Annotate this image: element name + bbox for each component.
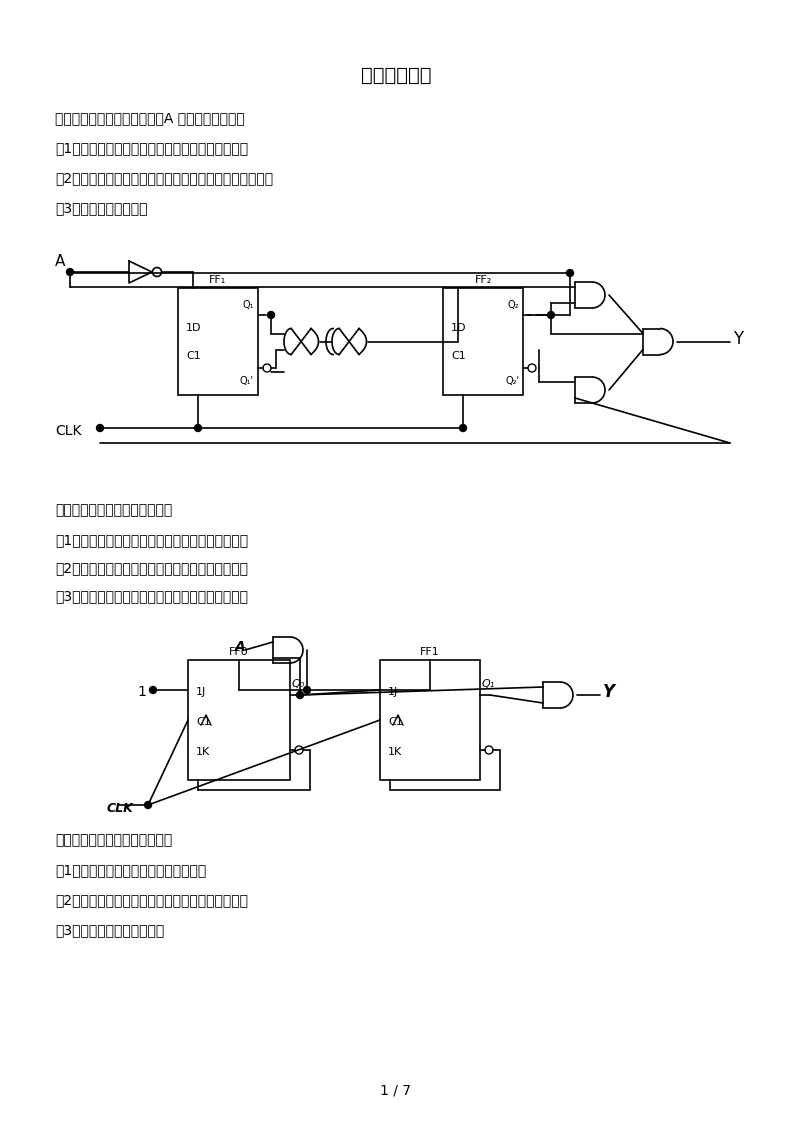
Text: 1: 1 — [137, 686, 146, 699]
Bar — [380, 660, 480, 780]
Text: 1K: 1K — [388, 747, 402, 757]
Circle shape — [566, 269, 573, 276]
Text: （3）检查电路能否自启动，说明电路实现的功能。: （3）检查电路能否自启动，说明电路实现的功能。 — [55, 589, 248, 603]
Text: A: A — [55, 254, 65, 269]
Text: Q₁': Q₁' — [240, 376, 254, 386]
Text: （1）写出电路的驱动方程、状态方程、输出方程；: （1）写出电路的驱动方程、状态方程、输出方程； — [55, 533, 248, 548]
Bar — [443, 288, 523, 395]
Circle shape — [304, 687, 311, 693]
Text: （2）列出电路的状态转换表，并画出状态转换图；: （2）列出电路的状态转换表，并画出状态转换图； — [55, 561, 248, 574]
Text: Q₁: Q₁ — [243, 300, 254, 310]
Text: FF₂: FF₂ — [474, 275, 492, 285]
Text: 1K: 1K — [196, 747, 210, 757]
Text: Q₁: Q₁ — [482, 679, 496, 689]
Text: （3）说明电路的功能。: （3）说明电路的功能。 — [55, 201, 147, 215]
Text: Q₂': Q₂' — [505, 376, 519, 386]
Circle shape — [459, 424, 466, 432]
Circle shape — [97, 424, 104, 432]
Text: 三、分析如图所示的时序电路。: 三、分析如图所示的时序电路。 — [55, 833, 172, 847]
Text: Q₀: Q₀ — [292, 679, 305, 689]
Text: C1: C1 — [186, 350, 201, 360]
Text: Q₂: Q₂ — [508, 300, 519, 310]
Text: 1J: 1J — [196, 687, 206, 697]
Text: C1: C1 — [196, 717, 211, 727]
Text: 1D: 1D — [451, 322, 466, 332]
Text: CLK: CLK — [55, 424, 82, 438]
Text: CLK: CLK — [106, 801, 133, 815]
Text: 1D: 1D — [186, 322, 201, 332]
Text: 时序逻辑电路: 时序逻辑电路 — [361, 65, 431, 84]
Text: 一、分析图所示的时序电路。A 为输入逻辑变量。: 一、分析图所示的时序电路。A 为输入逻辑变量。 — [55, 111, 245, 125]
Bar — [188, 660, 290, 780]
Text: （3）说明电路能否自启动。: （3）说明电路能否自启动。 — [55, 923, 164, 937]
Text: （1）写出电路的驱动方程、状态方程；: （1）写出电路的驱动方程、状态方程； — [55, 863, 206, 877]
Text: （1）写出电路的驱动方程、状态方程、输出方程；: （1）写出电路的驱动方程、状态方程、输出方程； — [55, 141, 248, 155]
Text: 二、分析如图所示的时序电路。: 二、分析如图所示的时序电路。 — [55, 503, 172, 517]
Text: FF0: FF0 — [229, 647, 249, 657]
Text: 1J: 1J — [388, 687, 398, 697]
Circle shape — [297, 691, 304, 699]
Circle shape — [267, 312, 274, 319]
Text: C1: C1 — [451, 350, 465, 360]
Circle shape — [150, 687, 156, 693]
Circle shape — [194, 424, 201, 432]
Text: Y: Y — [733, 330, 743, 348]
Circle shape — [547, 312, 554, 319]
Text: Y: Y — [603, 683, 615, 701]
Circle shape — [144, 801, 151, 809]
Circle shape — [67, 268, 74, 276]
Text: （2）列出电路的状态转换表，并画出状态转换图；: （2）列出电路的状态转换表，并画出状态转换图； — [55, 893, 248, 907]
Text: FF₁: FF₁ — [209, 275, 227, 285]
Text: A: A — [235, 640, 246, 654]
Bar — [178, 288, 258, 395]
Text: FF1: FF1 — [420, 647, 440, 657]
Text: （2）列出电路的状态转换表，并画出完整的状态转换图；: （2）列出电路的状态转换表，并画出完整的状态转换图； — [55, 171, 273, 185]
Text: C1: C1 — [388, 717, 403, 727]
Text: 1 / 7: 1 / 7 — [381, 1083, 412, 1097]
